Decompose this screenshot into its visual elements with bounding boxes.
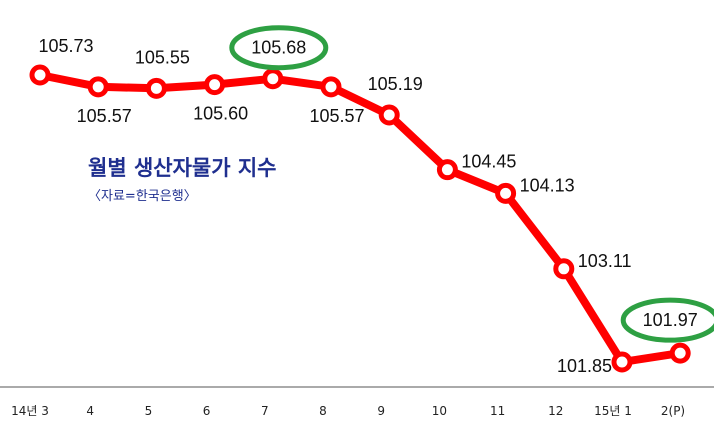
data-point (669, 342, 691, 364)
data-label: 104.45 (461, 152, 516, 172)
data-point (204, 74, 226, 96)
highlight-ellipse (229, 25, 329, 71)
data-point (553, 258, 575, 280)
data-label: 105.57 (77, 106, 132, 126)
data-point (611, 351, 633, 373)
data-point (262, 68, 284, 90)
data-point (320, 76, 342, 98)
data-label: 101.85 (557, 356, 612, 376)
data-label: 104.13 (520, 175, 575, 195)
data-label: 105.68 (251, 38, 306, 58)
data-point (145, 77, 167, 99)
data-label: 105.60 (193, 104, 248, 124)
data-label: 103.11 (578, 251, 632, 271)
data-point (87, 76, 109, 98)
x-tick-label: 7 (261, 404, 269, 418)
data-label: 105.57 (309, 106, 364, 126)
x-tick-label: 5 (145, 404, 153, 418)
chart-subtitle: 〈자료=한국은행〉 (88, 188, 197, 204)
x-tick-label: 12 (548, 404, 563, 418)
x-tick-label: 14년 3 (11, 404, 49, 418)
data-point (29, 64, 51, 86)
x-tick-label: 4 (86, 404, 94, 418)
x-tick-label: 15년 1 (594, 404, 632, 418)
data-point (495, 182, 517, 204)
x-tick-label: 2(P) (661, 404, 685, 418)
x-tick-label: 6 (203, 404, 211, 418)
data-point (436, 159, 458, 181)
x-tick-label: 8 (319, 404, 327, 418)
x-tick-label: 11 (490, 404, 505, 418)
data-label: 101.97 (643, 310, 698, 330)
data-point (378, 104, 400, 126)
x-tick-label: 10 (432, 404, 447, 418)
highlight-ellipse (620, 297, 714, 343)
data-label: 105.19 (368, 74, 423, 94)
chart-title: 월별 생산자물가 지수 (88, 156, 277, 180)
data-label: 105.73 (38, 36, 93, 56)
x-tick-label: 9 (377, 404, 385, 418)
data-label: 105.55 (135, 47, 190, 67)
